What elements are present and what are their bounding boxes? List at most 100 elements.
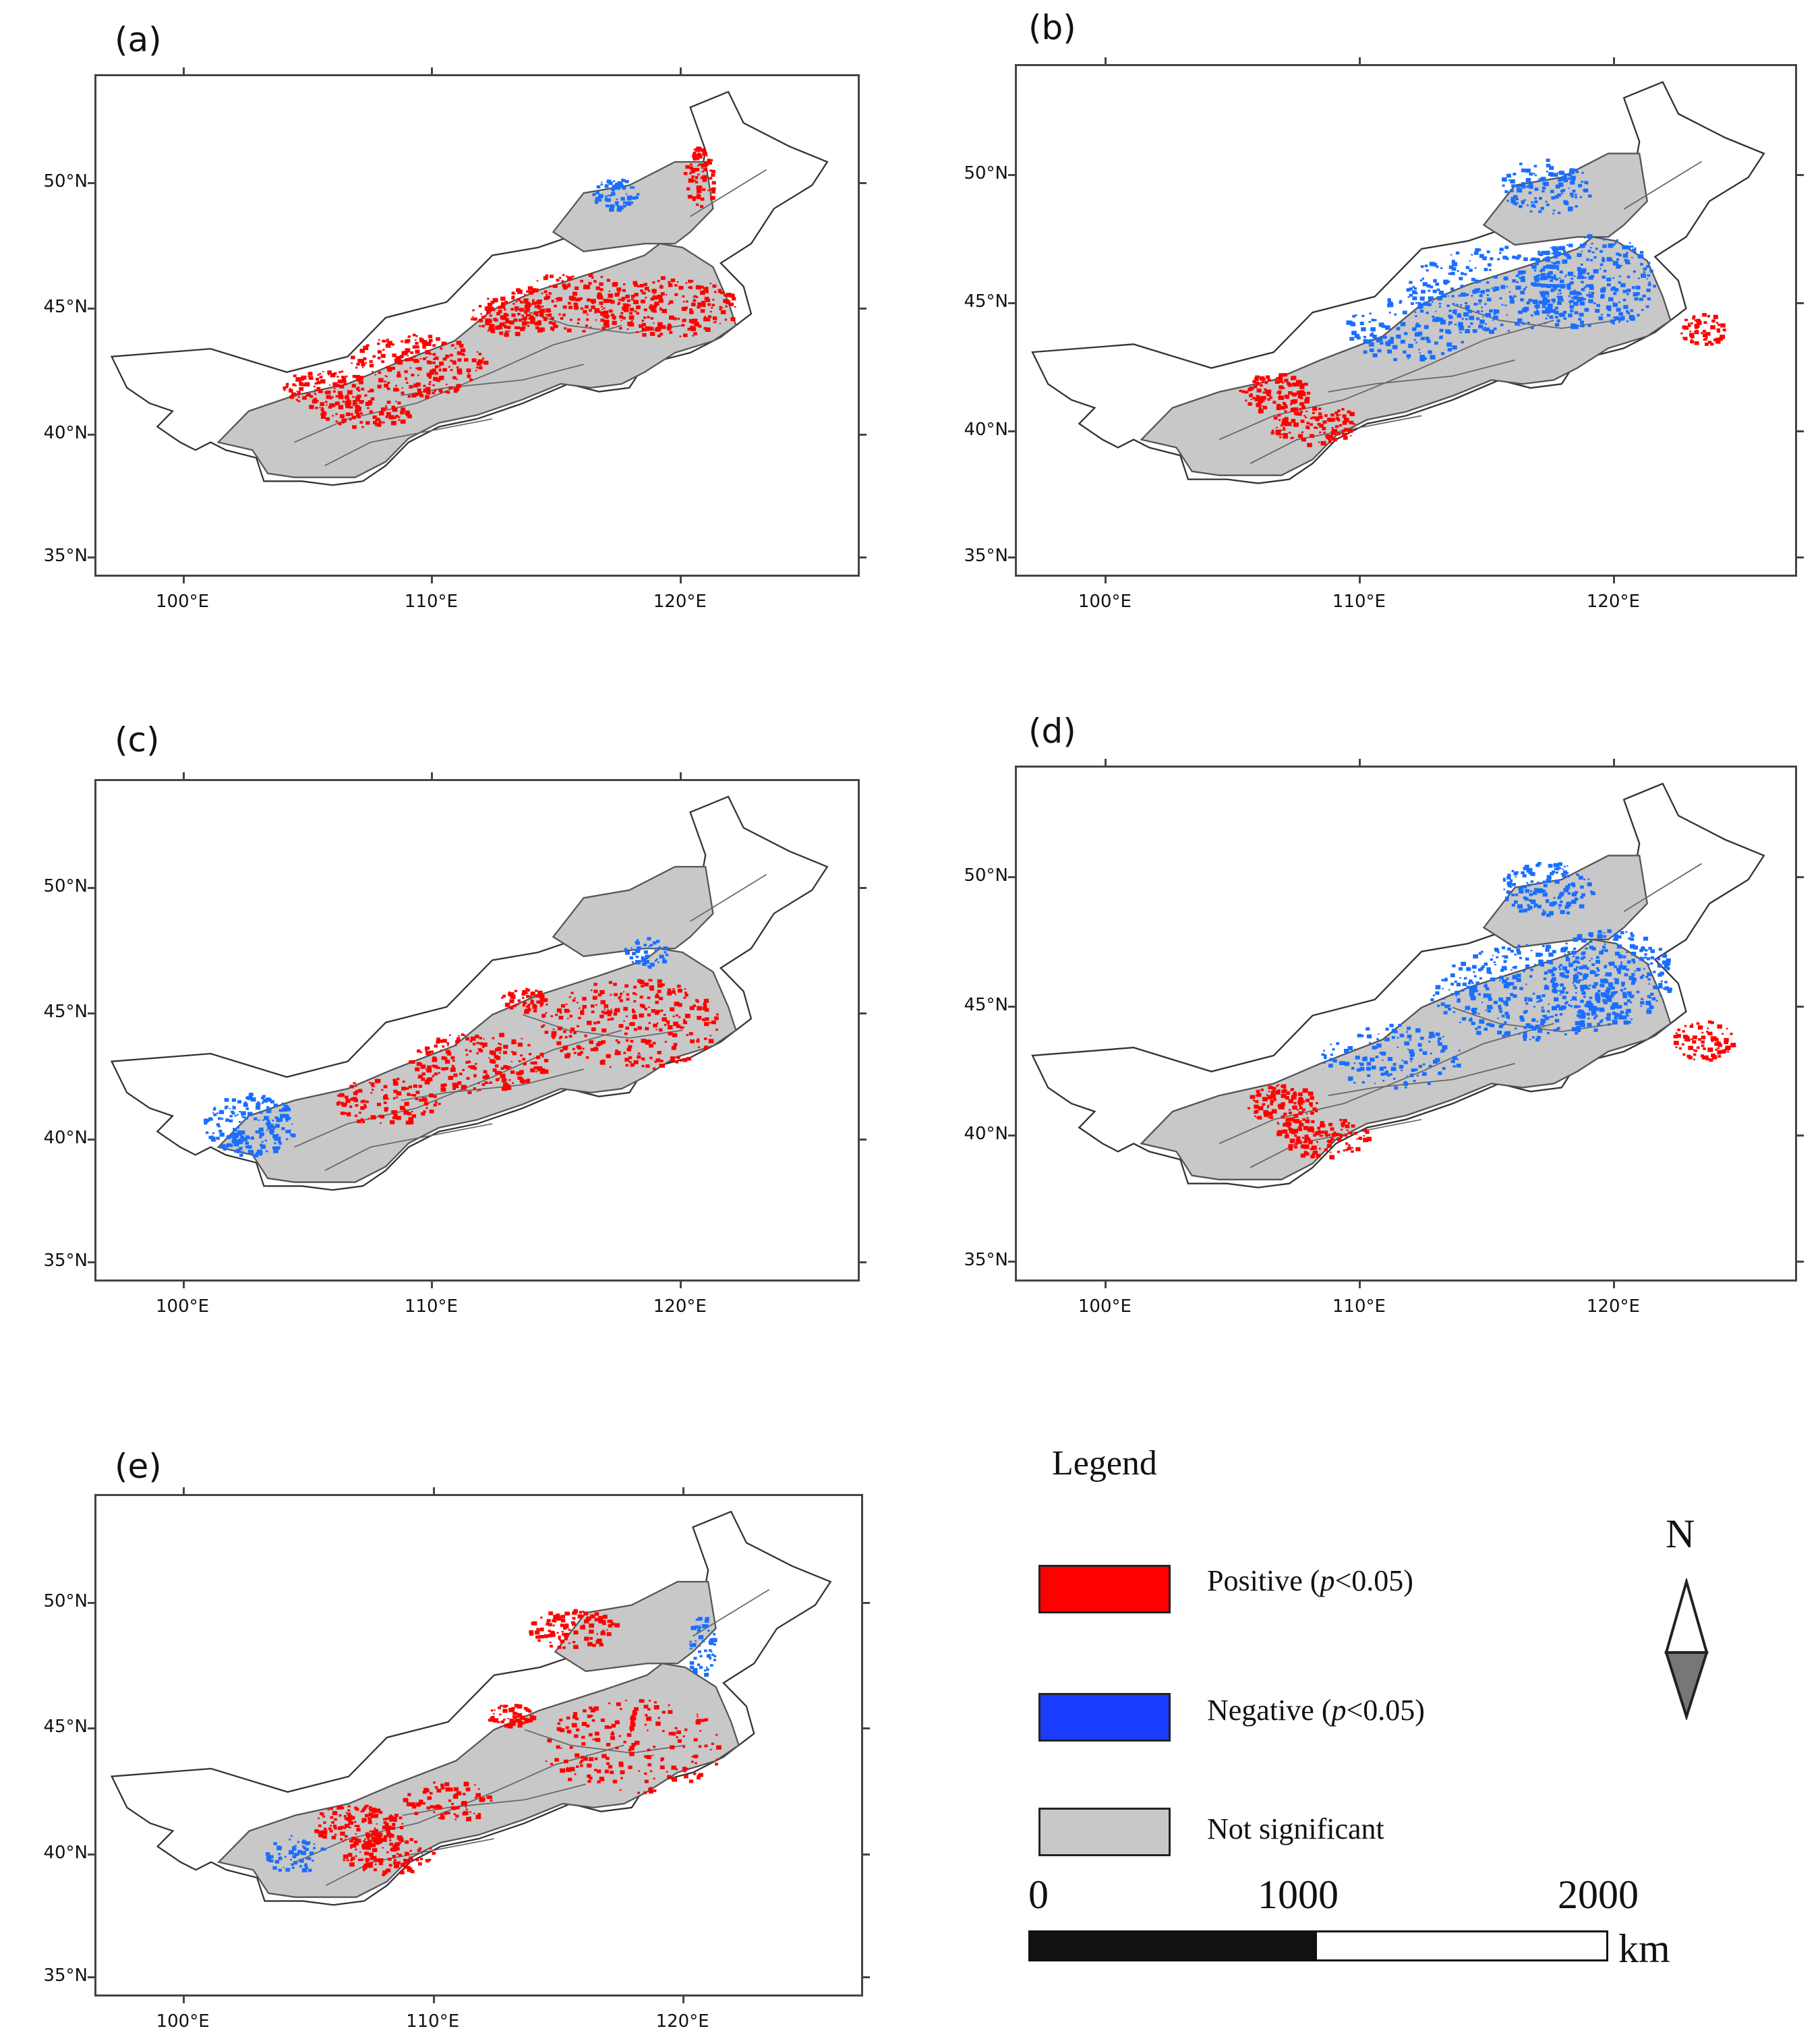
negative-pixel xyxy=(1432,1059,1438,1064)
positive-pixel xyxy=(585,1724,590,1728)
positive-pixel xyxy=(659,307,662,309)
positive-pixel xyxy=(1283,434,1288,439)
negative-pixel xyxy=(1525,1023,1531,1027)
negative-pixel xyxy=(1508,291,1511,293)
negative-pixel xyxy=(1569,291,1575,295)
positive-pixel xyxy=(707,159,711,162)
positive-pixel xyxy=(1308,1091,1314,1096)
negative-pixel xyxy=(1456,1058,1459,1060)
positive-pixel xyxy=(369,410,374,413)
negative-pixel xyxy=(1475,282,1478,284)
positive-pixel xyxy=(1300,1144,1306,1149)
positive-pixel xyxy=(647,1729,649,1731)
negative-pixel xyxy=(1546,203,1550,206)
negative-pixel xyxy=(657,961,659,963)
negative-pixel xyxy=(272,1146,276,1150)
positive-pixel xyxy=(1258,407,1262,410)
negative-pixel xyxy=(1512,255,1516,259)
negative-pixel xyxy=(1538,197,1542,200)
negative-pixel xyxy=(1423,325,1429,329)
negative-pixel xyxy=(1392,345,1398,349)
positive-pixel xyxy=(591,1027,596,1031)
positive-pixel xyxy=(565,288,568,290)
negative-pixel xyxy=(636,939,639,942)
positive-pixel xyxy=(401,351,407,355)
positive-pixel xyxy=(456,378,459,380)
positive-pixel xyxy=(342,422,345,424)
negative-pixel xyxy=(1396,326,1401,331)
negative-pixel xyxy=(1574,1005,1578,1008)
positive-pixel xyxy=(328,374,330,376)
negative-pixel xyxy=(1585,284,1589,287)
positive-pixel xyxy=(420,1063,423,1065)
positive-pixel xyxy=(1262,1104,1264,1106)
negative-pixel xyxy=(1606,305,1612,310)
negative-pixel xyxy=(1626,288,1631,293)
positive-pixel xyxy=(1720,323,1726,328)
positive-pixel xyxy=(670,1007,675,1012)
negative-pixel xyxy=(1346,320,1352,325)
positive-pixel xyxy=(486,1073,488,1075)
negative-pixel xyxy=(1556,865,1560,868)
positive-pixel xyxy=(418,1085,422,1088)
positive-pixel xyxy=(577,1614,583,1619)
positive-pixel xyxy=(425,395,430,399)
negative-pixel xyxy=(1336,1042,1340,1045)
negative-pixel xyxy=(1657,964,1662,968)
positive-pixel xyxy=(1285,1122,1289,1124)
positive-pixel xyxy=(1346,1129,1349,1131)
positive-pixel xyxy=(604,320,610,324)
negative-pixel xyxy=(1529,1039,1531,1041)
negative-pixel xyxy=(1504,1031,1510,1036)
positive-pixel xyxy=(531,1621,537,1626)
negative-pixel xyxy=(609,207,614,212)
positive-pixel xyxy=(1278,1103,1283,1108)
negative-pixel xyxy=(237,1130,241,1133)
positive-pixel xyxy=(504,1002,510,1007)
positive-pixel xyxy=(341,418,347,423)
negative-pixel xyxy=(635,949,640,953)
positive-pixel xyxy=(628,315,635,320)
negative-pixel xyxy=(1624,1002,1628,1006)
negative-pixel xyxy=(1461,1016,1467,1021)
negative-pixel xyxy=(1581,940,1585,942)
negative-pixel xyxy=(1565,958,1571,962)
negative-pixel xyxy=(1504,896,1509,900)
positive-pixel xyxy=(384,380,386,383)
positive-pixel xyxy=(649,304,653,306)
negative-pixel xyxy=(1383,1066,1386,1069)
positive-pixel xyxy=(397,374,401,378)
positive-pixel xyxy=(521,318,525,321)
negative-pixel xyxy=(1502,878,1506,880)
negative-pixel xyxy=(1490,977,1494,981)
positive-pixel xyxy=(362,366,364,368)
positive-pixel xyxy=(1281,1115,1285,1119)
positive-pixel xyxy=(355,406,361,411)
positive-pixel xyxy=(560,1615,566,1619)
positive-pixel xyxy=(373,420,378,425)
positive-pixel xyxy=(617,303,620,306)
positive-pixel xyxy=(1270,1103,1273,1105)
negative-pixel xyxy=(1475,989,1479,992)
negative-pixel xyxy=(1527,867,1533,873)
negative-pixel xyxy=(1417,304,1423,309)
positive-pixel xyxy=(618,1763,624,1767)
positive-pixel xyxy=(562,283,566,287)
negative-pixel xyxy=(1618,1016,1623,1020)
negative-pixel xyxy=(1614,965,1617,969)
negative-pixel xyxy=(242,1151,245,1153)
positive-pixel xyxy=(510,1723,514,1726)
positive-pixel xyxy=(698,154,703,159)
positive-pixel xyxy=(442,357,447,361)
positive-pixel xyxy=(702,188,706,192)
positive-pixel xyxy=(568,1642,570,1644)
positive-pixel xyxy=(726,293,732,297)
positive-pixel xyxy=(450,1067,456,1072)
positive-pixel xyxy=(711,181,716,185)
positive-pixel xyxy=(429,380,432,383)
negative-pixel xyxy=(1452,310,1457,314)
negative-pixel xyxy=(1458,1050,1461,1052)
negative-pixel xyxy=(262,1095,266,1098)
negative-pixel xyxy=(1469,986,1473,989)
positive-pixel xyxy=(589,1706,593,1710)
